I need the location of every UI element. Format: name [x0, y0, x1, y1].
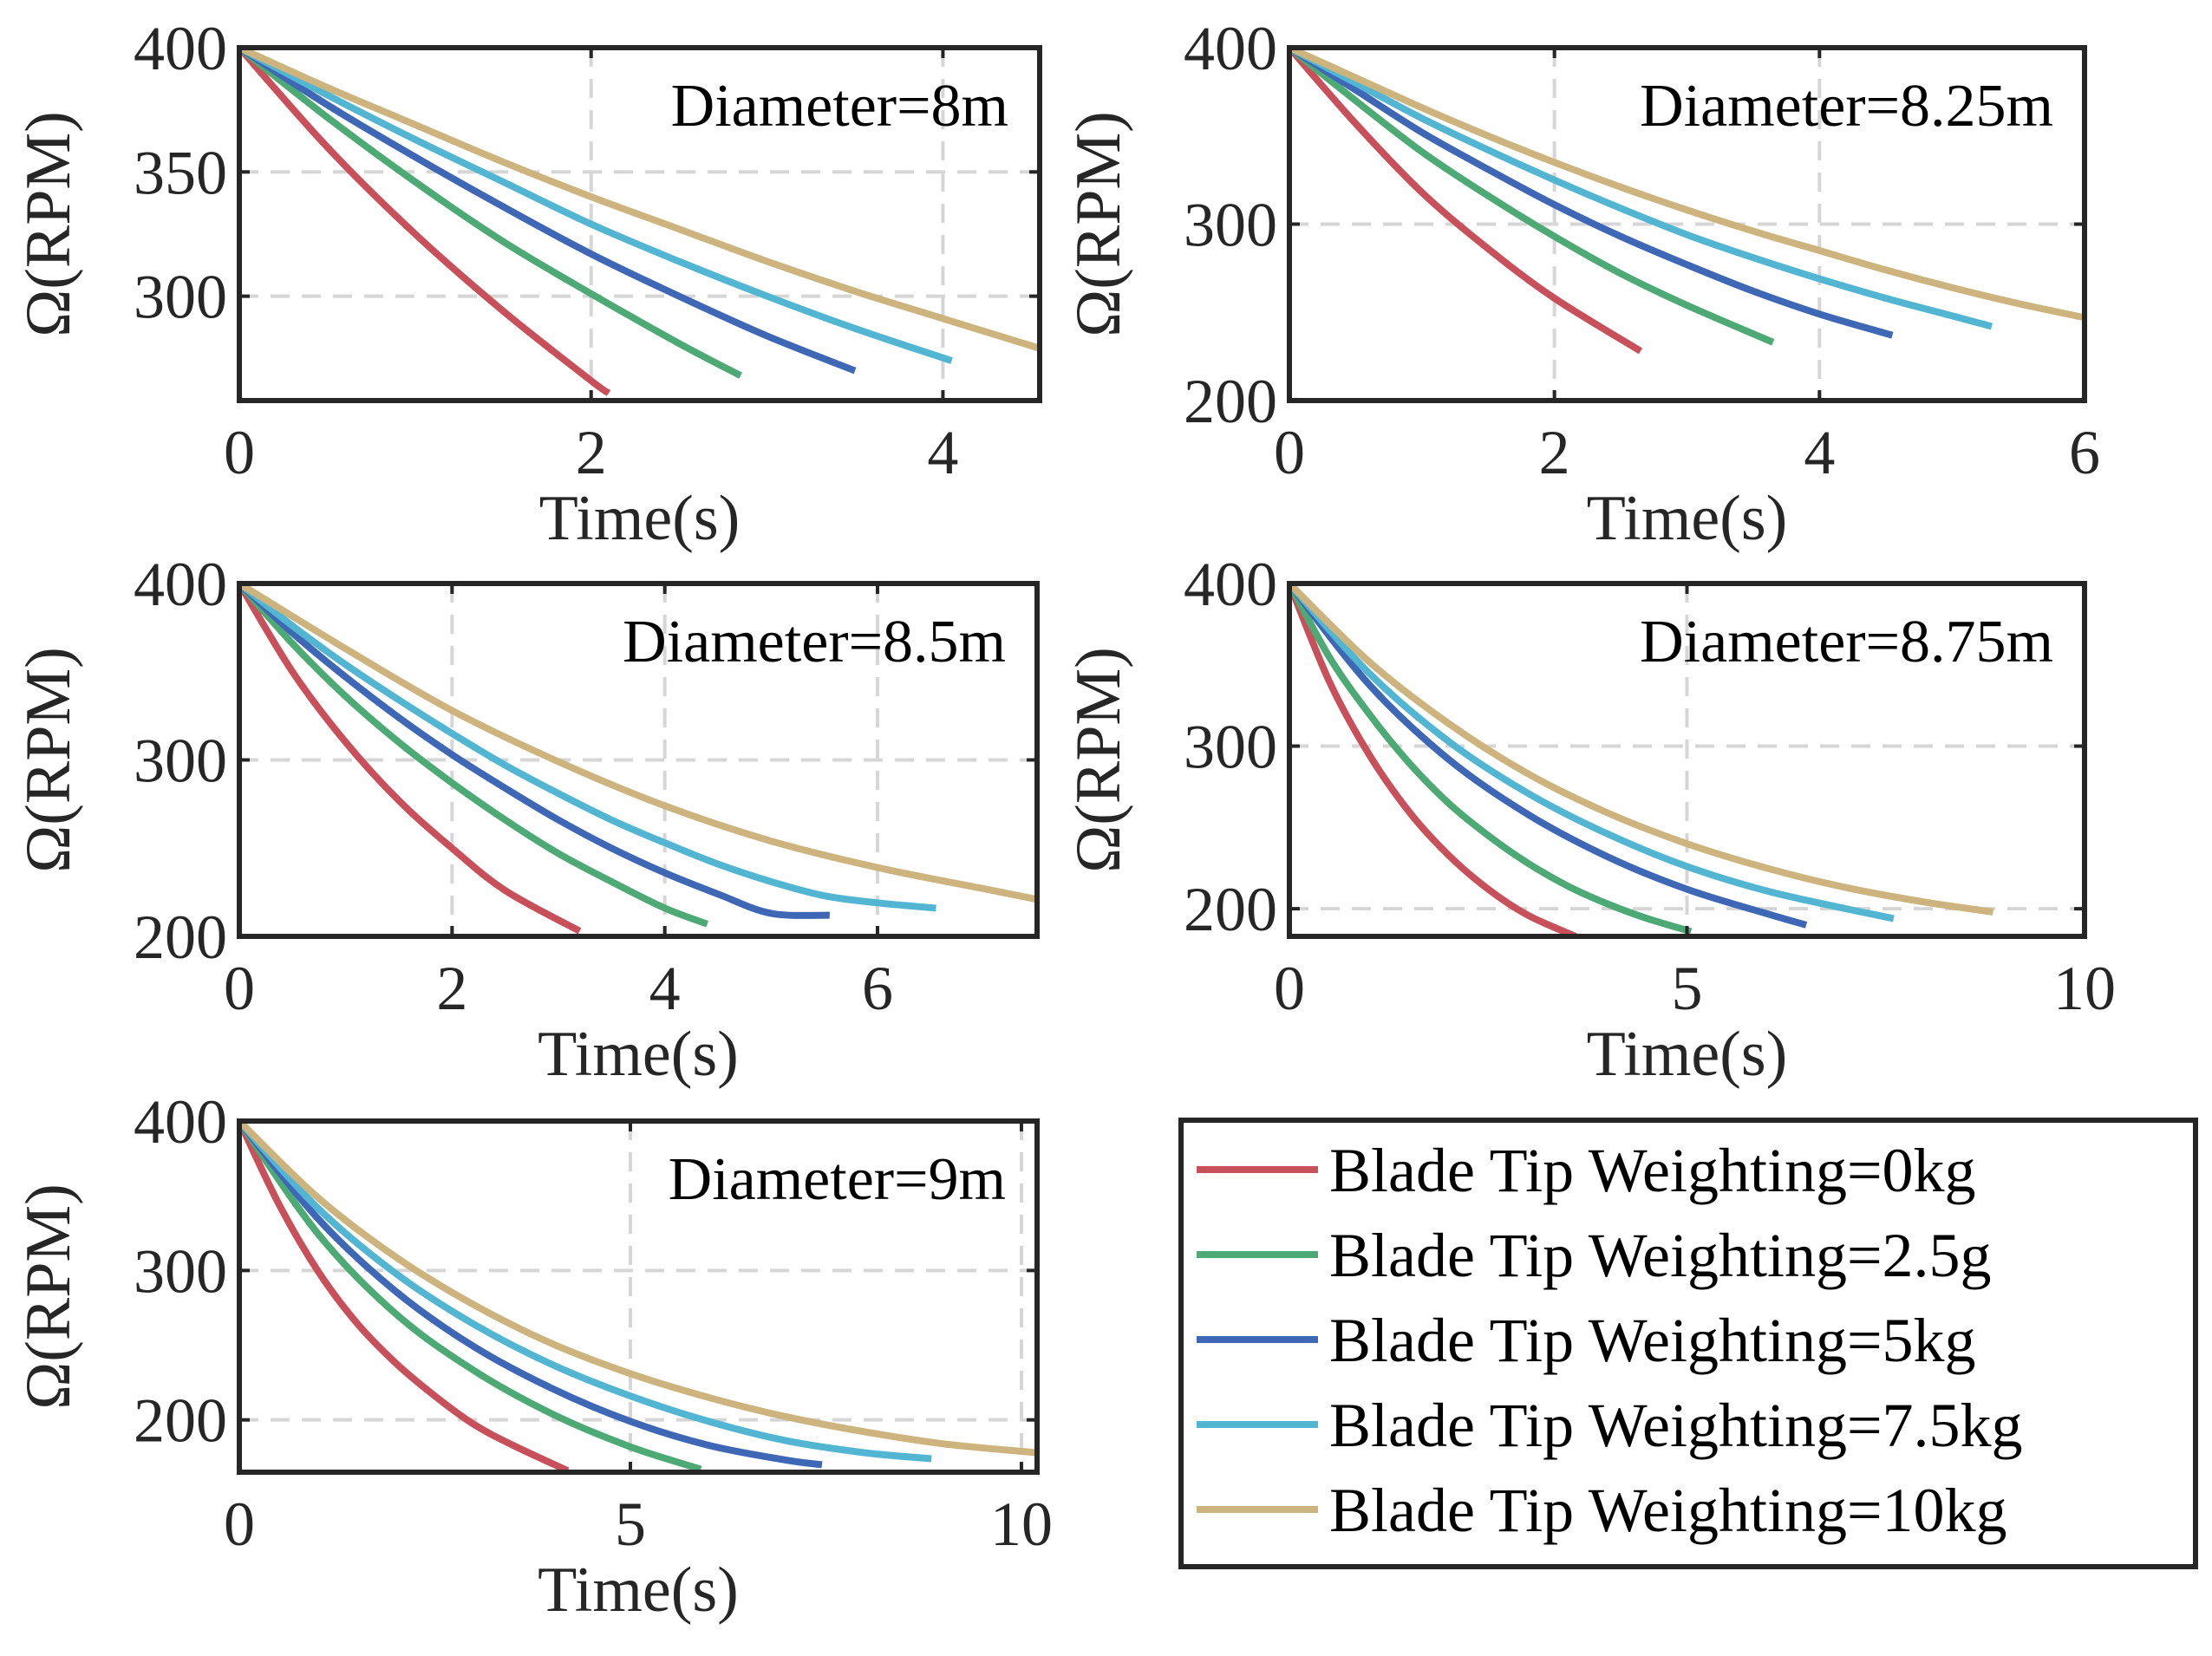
x-tick-label: 2	[576, 418, 607, 487]
y-tick-label: 300	[1184, 191, 1277, 260]
legend-label: Blade Tip Weighting=7.5kg	[1329, 1391, 2023, 1460]
series-line-green	[239, 1121, 702, 1472]
legend-box	[1178, 1118, 2198, 1569]
series-group	[239, 584, 1037, 935]
series-line-red	[239, 584, 582, 935]
y-tick-label: 300	[134, 1236, 227, 1306]
series-line-tan	[239, 584, 1037, 903]
x-tick-label: 6	[862, 954, 893, 1023]
y-tick-label: 300	[134, 727, 227, 796]
x-axis-label: Time(s)	[538, 1555, 739, 1626]
x-tick-label: 0	[1274, 418, 1305, 487]
series-group	[1289, 48, 2085, 355]
y-tick-label: 200	[134, 903, 227, 972]
x-tick-label: 0	[224, 1490, 255, 1559]
x-tick-label: 0	[224, 418, 255, 487]
y-tick-label: 400	[134, 550, 227, 619]
series-line-red	[1289, 584, 1577, 936]
series-line-blue	[1289, 584, 1808, 929]
x-tick-label: 10	[2053, 954, 2116, 1023]
y-axis-label: Ω(RPM)	[13, 647, 84, 873]
x-tick-label: 4	[927, 418, 958, 487]
series-line-tan	[239, 48, 1040, 352]
x-tick-label: 4	[1804, 418, 1835, 487]
series-line-green	[239, 48, 742, 379]
x-axis-label: Time(s)	[1587, 483, 1788, 554]
x-tick-label: 2	[436, 954, 467, 1023]
diameter-annotation: Diameter=8.75m	[1640, 609, 2053, 675]
y-tick-label: 200	[134, 1386, 227, 1456]
chart-panel-5: 0 5 10 200 300 400 Time(s) Ω(RPM) Diameter=9m	[13, 1087, 1053, 1626]
x-tick-label: 5	[1672, 954, 1703, 1023]
series-line-tan	[1289, 48, 2085, 322]
chart-panel-4: 0 5 10 200 300 400 Time(s) Ω(RPM) Diameter=8.75m	[1063, 550, 2116, 1090]
series-line-green	[239, 584, 709, 928]
series-line-blue	[239, 48, 857, 375]
y-tick-label: 350	[134, 138, 227, 207]
y-axis-label: Ω(RPM)	[1063, 111, 1134, 337]
chart-panel-1: 0 2 4 300 350 400 Time(s) Ω(RPM) Diameter=8m	[13, 14, 1042, 554]
legend-label: Blade Tip Weighting=10kg	[1329, 1476, 2007, 1545]
diameter-annotation: Diameter=8.25m	[1640, 73, 2053, 140]
x-tick-label: 0	[1274, 954, 1305, 1023]
series-line-cyan	[239, 584, 936, 912]
series-line-red	[1289, 48, 1643, 355]
x-axis-label: Time(s)	[1587, 1019, 1788, 1090]
y-tick-label: 300	[134, 263, 227, 332]
diameter-annotation: Diameter=8m	[671, 73, 1008, 140]
legend-label: Blade Tip Weighting=2.5g	[1329, 1221, 1992, 1290]
series-line-cyan	[1289, 584, 1895, 923]
series-line-blue	[1289, 48, 1894, 339]
series-line-red	[239, 1121, 570, 1472]
y-axis-label: Ω(RPM)	[1063, 647, 1134, 873]
axes-frame	[237, 1118, 1040, 1475]
legend: Blade Tip Weighting=0kg Blade Tip Weighti…	[1178, 1118, 2198, 1569]
diameter-annotation: Diameter=8.5m	[623, 609, 1006, 675]
series-group	[1289, 584, 1994, 936]
chart-panel-2: 0 2 4 6 200 300 400 Time(s) Ω(RPM) Diameter=8.25m	[1063, 14, 2100, 554]
series-line-tan	[239, 1121, 1037, 1457]
y-tick-label: 300	[1184, 713, 1277, 782]
series-group	[239, 1121, 1037, 1472]
chart-panel-3: 0 2 4 6 200 300 400 Time(s) Ω(RPM) Diameter=8.5m	[13, 550, 1040, 1090]
y-axis-label: Ω(RPM)	[13, 1183, 84, 1410]
legend-label: Blade Tip Weighting=5kg	[1329, 1306, 1976, 1375]
series-line-green	[1289, 584, 1693, 936]
diameter-annotation: Diameter=9m	[669, 1146, 1006, 1213]
y-tick-label: 400	[1184, 550, 1277, 619]
y-tick-label: 400	[134, 1087, 227, 1157]
series-group	[239, 48, 1040, 396]
series-line-red	[239, 48, 611, 396]
series-line-cyan	[239, 1121, 932, 1463]
series-line-blue	[239, 584, 830, 919]
x-tick-label: 5	[615, 1490, 646, 1559]
series-line-tan	[1289, 584, 1994, 916]
y-tick-label: 200	[1184, 367, 1277, 436]
series-line-blue	[239, 1121, 823, 1469]
axes-frame	[237, 45, 1042, 403]
x-axis-label: Time(s)	[539, 483, 741, 554]
y-tick-label: 200	[1184, 875, 1277, 944]
legend-label: Blade Tip Weighting=0kg	[1329, 1136, 1976, 1205]
y-tick-label: 400	[1184, 14, 1277, 83]
x-tick-label: 0	[224, 954, 255, 1023]
series-line-cyan	[1289, 48, 1993, 330]
x-tick-label: 4	[649, 954, 681, 1023]
series-line-green	[1289, 48, 1775, 346]
y-axis-label: Ω(RPM)	[13, 111, 84, 337]
x-tick-label: 2	[1539, 418, 1570, 487]
x-axis-label: Time(s)	[538, 1019, 739, 1090]
y-tick-label: 400	[134, 14, 227, 83]
x-tick-label: 6	[2069, 418, 2100, 487]
x-tick-label: 10	[990, 1490, 1053, 1559]
series-line-cyan	[239, 48, 953, 364]
